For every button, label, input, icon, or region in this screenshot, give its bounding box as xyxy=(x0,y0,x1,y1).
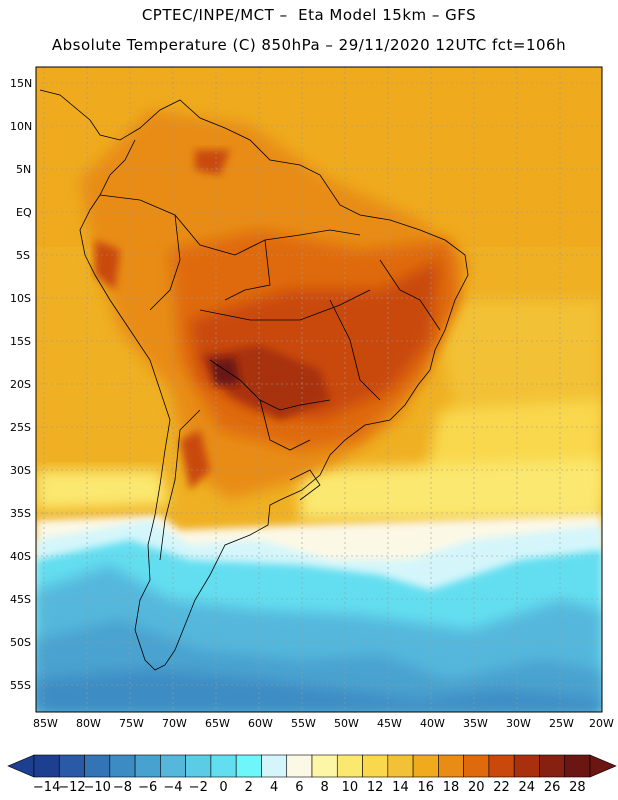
colorbar-label: 8 xyxy=(320,780,328,795)
colorbar-label: 10 xyxy=(342,780,359,795)
colorbar-label: 28 xyxy=(569,780,586,795)
colorbar-label: 16 xyxy=(417,780,434,795)
colorbar-label: −14 xyxy=(33,780,60,795)
colorbar-swatch xyxy=(513,754,540,778)
colorbar-label: −12 xyxy=(58,780,85,795)
lon-label: 60W xyxy=(248,717,273,730)
colorbar-swatch xyxy=(488,754,515,778)
colorbar-label: 26 xyxy=(544,780,561,795)
colorbar-label: −2 xyxy=(189,780,208,795)
lat-label: 25S xyxy=(10,421,31,434)
lat-label: 55S xyxy=(10,679,31,692)
colorbar-label: 12 xyxy=(367,780,384,795)
colorbar-label: −8 xyxy=(113,780,132,795)
colorbar-label: −10 xyxy=(83,780,110,795)
colorbar: −14−12−10 −8 −6 −4 −2 0 2 4 6 8 10 12 14 16 18 20 22 24 26… xyxy=(7,754,617,795)
colorbar-swatch xyxy=(33,754,60,778)
graticule xyxy=(36,67,602,712)
lon-label: 55W xyxy=(291,717,316,730)
colorbar-swatch xyxy=(336,754,363,778)
colorbar-swatch xyxy=(311,754,338,778)
lat-label: 30S xyxy=(10,464,31,477)
colorbar-label: 24 xyxy=(519,780,536,795)
colorbar-swatch xyxy=(539,754,566,778)
colorbar-left-arrow xyxy=(7,754,35,778)
lon-label: 75W xyxy=(119,717,144,730)
lat-label: 40S xyxy=(10,550,31,563)
colorbar-label: 0 xyxy=(219,780,227,795)
lat-label: 10S xyxy=(10,292,31,305)
colorbar-swatch xyxy=(286,754,313,778)
lon-label: 70W xyxy=(162,717,187,730)
colorbar-swatch xyxy=(210,754,237,778)
lon-label: 80W xyxy=(76,717,101,730)
coastline xyxy=(39,89,469,671)
lat-label: 50S xyxy=(10,636,31,649)
lat-label: 20S xyxy=(10,378,31,391)
colorbar-label: 18 xyxy=(443,780,460,795)
lat-label: 5S xyxy=(16,249,30,262)
map-frame xyxy=(35,66,603,713)
colorbar-swatch xyxy=(134,754,161,778)
colorbar-swatch xyxy=(387,754,414,778)
colorbar-swatch xyxy=(84,754,111,778)
colorbar-swatch xyxy=(564,754,591,778)
colorbar-label: −4 xyxy=(163,780,182,795)
lon-label: 35W xyxy=(463,717,488,730)
colorbar-swatch xyxy=(463,754,490,778)
colorbar-label: 20 xyxy=(468,780,485,795)
temperature-field xyxy=(36,67,602,712)
lat-label: 35S xyxy=(10,507,31,520)
colorbar-label: 6 xyxy=(295,780,303,795)
colorbar-label: 4 xyxy=(270,780,278,795)
colorbar-swatch xyxy=(109,754,136,778)
lon-label: 30W xyxy=(506,717,531,730)
colorbar-label: 2 xyxy=(245,780,253,795)
colorbar-label: 22 xyxy=(493,780,510,795)
colorbar-swatch xyxy=(235,754,262,778)
colorbar-swatch xyxy=(362,754,389,778)
lon-label: 20W xyxy=(589,717,614,730)
lat-label: 45S xyxy=(10,593,31,606)
colorbar-swatch xyxy=(438,754,464,778)
lon-label: 45W xyxy=(377,717,402,730)
map-title: CPTEC/INPE/MCT – Eta Model 15km – GFS xyxy=(141,6,477,24)
lat-label: 5N xyxy=(16,163,31,176)
lon-label: 25W xyxy=(549,717,574,730)
lat-label: 10N xyxy=(10,120,32,133)
colorbar-swatch xyxy=(185,754,212,778)
lat-label: 15S xyxy=(10,335,31,348)
colorbar-swatch xyxy=(412,754,439,778)
colorbar-swatch xyxy=(58,754,85,778)
lat-label: 15N xyxy=(10,77,32,90)
lon-label: 40W xyxy=(420,717,445,730)
colorbar-label: 14 xyxy=(392,780,409,795)
lon-label: 50W xyxy=(334,717,359,730)
lat-label: EQ xyxy=(16,206,32,219)
lon-label: 65W xyxy=(205,717,230,730)
colorbar-right-arrow xyxy=(589,754,617,778)
colorbar-swatch xyxy=(160,754,186,778)
lon-axis: 85W 80W 75W 70W 65W 60W 55W 50W 45W 40W … xyxy=(33,717,614,730)
lon-label: 85W xyxy=(33,717,58,730)
lat-axis: 15N 10N 5N EQ 5S 10S 15S 20S 25S 30S 35S… xyxy=(10,77,32,692)
colorbar-swatch xyxy=(261,754,288,778)
map-subtitle: Absolute Temperature (C) 850hPa – 29/11/… xyxy=(51,36,567,54)
colorbar-label: −6 xyxy=(138,780,157,795)
